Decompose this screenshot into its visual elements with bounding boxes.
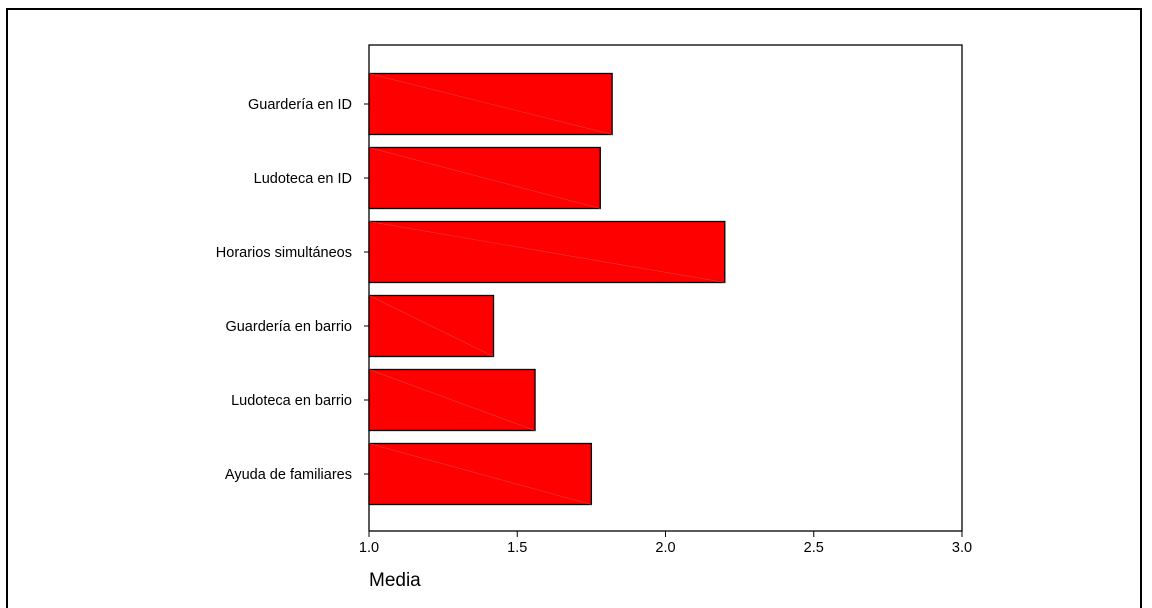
bars-group [368,72,726,506]
bar-shading-line [368,73,613,135]
x-tick-label: 3.0 [952,540,972,556]
bar-shading-line [368,443,592,505]
y-tick-label: Ayuda de familiares [225,467,352,483]
x-axis-title: Media [369,570,421,591]
x-axis: 1.0 1.5 2.0 2.5 3.0 [359,531,972,556]
x-tick-label: 1.5 [507,540,527,556]
x-tick-label: 2.0 [655,540,675,556]
bar-shading-line [368,221,725,283]
bar-shading-line [368,295,494,357]
y-tick-label: Horarios simultáneos [216,245,352,261]
y-tick-label: Guardería en ID [248,97,352,113]
x-tick-label: 1.0 [359,540,379,556]
y-tick-label: Ludoteca en ID [254,171,352,187]
y-tick-label: Guardería en barrio [225,319,352,335]
bar-shading-line [368,147,601,209]
y-axis: Guardería en ID Ludoteca en ID Horarios si… [216,97,369,483]
bar-shading-line [368,369,536,431]
y-tick-label: Ludoteca en barrio [231,393,352,409]
x-tick-label: 2.5 [804,540,824,556]
